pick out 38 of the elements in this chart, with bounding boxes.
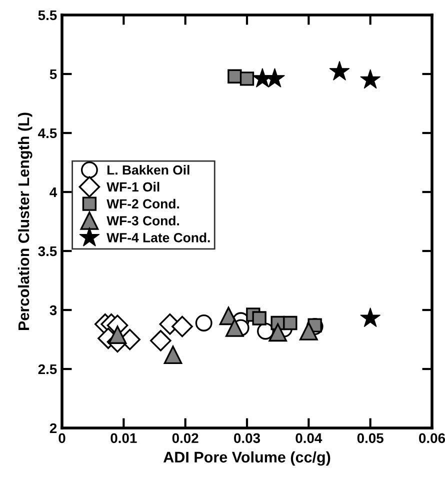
- point: [268, 323, 287, 342]
- point: [360, 69, 381, 89]
- point: [108, 326, 127, 344]
- point: [252, 311, 266, 326]
- point: [172, 316, 193, 338]
- x-tick-label: 0.05: [357, 433, 384, 444]
- point: [329, 60, 350, 80]
- legend-label: WF-3 Cond.: [106, 216, 179, 226]
- legend-label: L. Bakken Oil: [107, 164, 190, 175]
- x-tick-label: 0: [58, 433, 66, 444]
- legend-label: WF-1 Oil: [106, 182, 160, 192]
- y-tick-label: 2.5: [38, 364, 57, 374]
- x-tick-label: 0.04: [296, 433, 322, 444]
- point: [360, 307, 381, 328]
- y-axis-title: Percolation Cluster Length (L): [18, 112, 32, 330]
- point: [283, 316, 298, 330]
- point: [264, 68, 286, 88]
- legend-label: WF-2 Cond.: [106, 198, 179, 209]
- y-tick-label: 3.5: [38, 246, 57, 256]
- y-tick-label: 4.5: [38, 128, 57, 138]
- point: [228, 69, 242, 84]
- point: [150, 330, 172, 352]
- y-tick-label: 5: [50, 69, 57, 80]
- legend-label: WF-4 Late Cond.: [106, 232, 210, 242]
- point: [195, 314, 212, 332]
- y-tick-label: 2: [50, 423, 57, 434]
- point: [240, 72, 254, 86]
- y-tick-label: 4: [50, 187, 58, 198]
- x-axis-title: ADI Pore Volume (cc/g): [163, 451, 330, 466]
- y-tick-label: 3: [50, 305, 57, 316]
- point: [164, 346, 182, 364]
- y-tick-label: 5.5: [38, 10, 57, 20]
- point: [226, 318, 244, 337]
- point: [300, 322, 318, 340]
- x-tick-label: 0.02: [172, 433, 198, 444]
- x-tick-label: 0.06: [419, 433, 445, 444]
- x-tick-label: 0.01: [110, 433, 137, 444]
- x-tick-label: 0.03: [234, 433, 260, 444]
